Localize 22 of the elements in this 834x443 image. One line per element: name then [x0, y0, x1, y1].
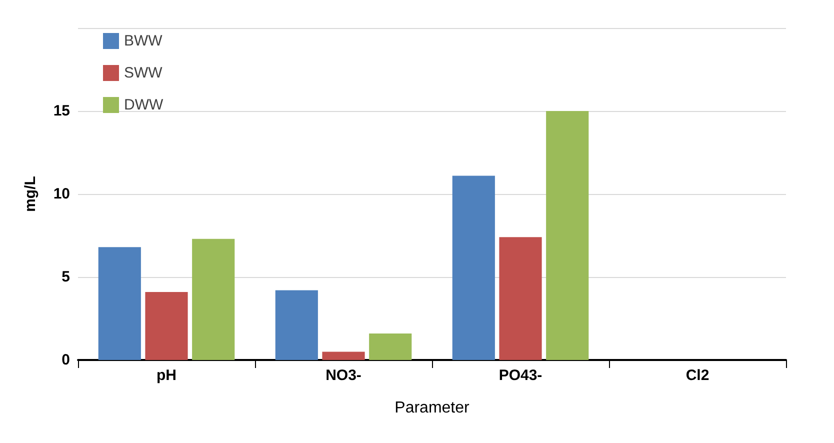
bar — [145, 292, 188, 360]
bar — [98, 247, 141, 360]
x-tick-label: PO43- — [498, 367, 542, 384]
x-tick-label: Cl2 — [686, 367, 710, 384]
bar — [499, 237, 542, 360]
x-tick-label: pH — [156, 367, 176, 384]
legend-label: DWW — [124, 96, 164, 114]
bar — [192, 238, 235, 360]
y-tick-label: 0 — [62, 352, 70, 368]
bar — [275, 290, 318, 360]
bar — [452, 176, 495, 360]
legend-label: BWW — [124, 32, 164, 50]
y-tick-label: 15 — [53, 102, 70, 120]
y-axis-title: mg/L — [22, 176, 39, 212]
y-tick-label: 10 — [53, 186, 70, 202]
bar — [369, 333, 412, 360]
x-axis-title: Parameter — [394, 400, 470, 416]
y-tick-label: 5 — [62, 268, 70, 286]
bar — [546, 111, 589, 360]
x-tick-label: NO3- — [326, 367, 362, 384]
bar — [322, 352, 365, 360]
legend-label: SWW — [124, 64, 164, 82]
